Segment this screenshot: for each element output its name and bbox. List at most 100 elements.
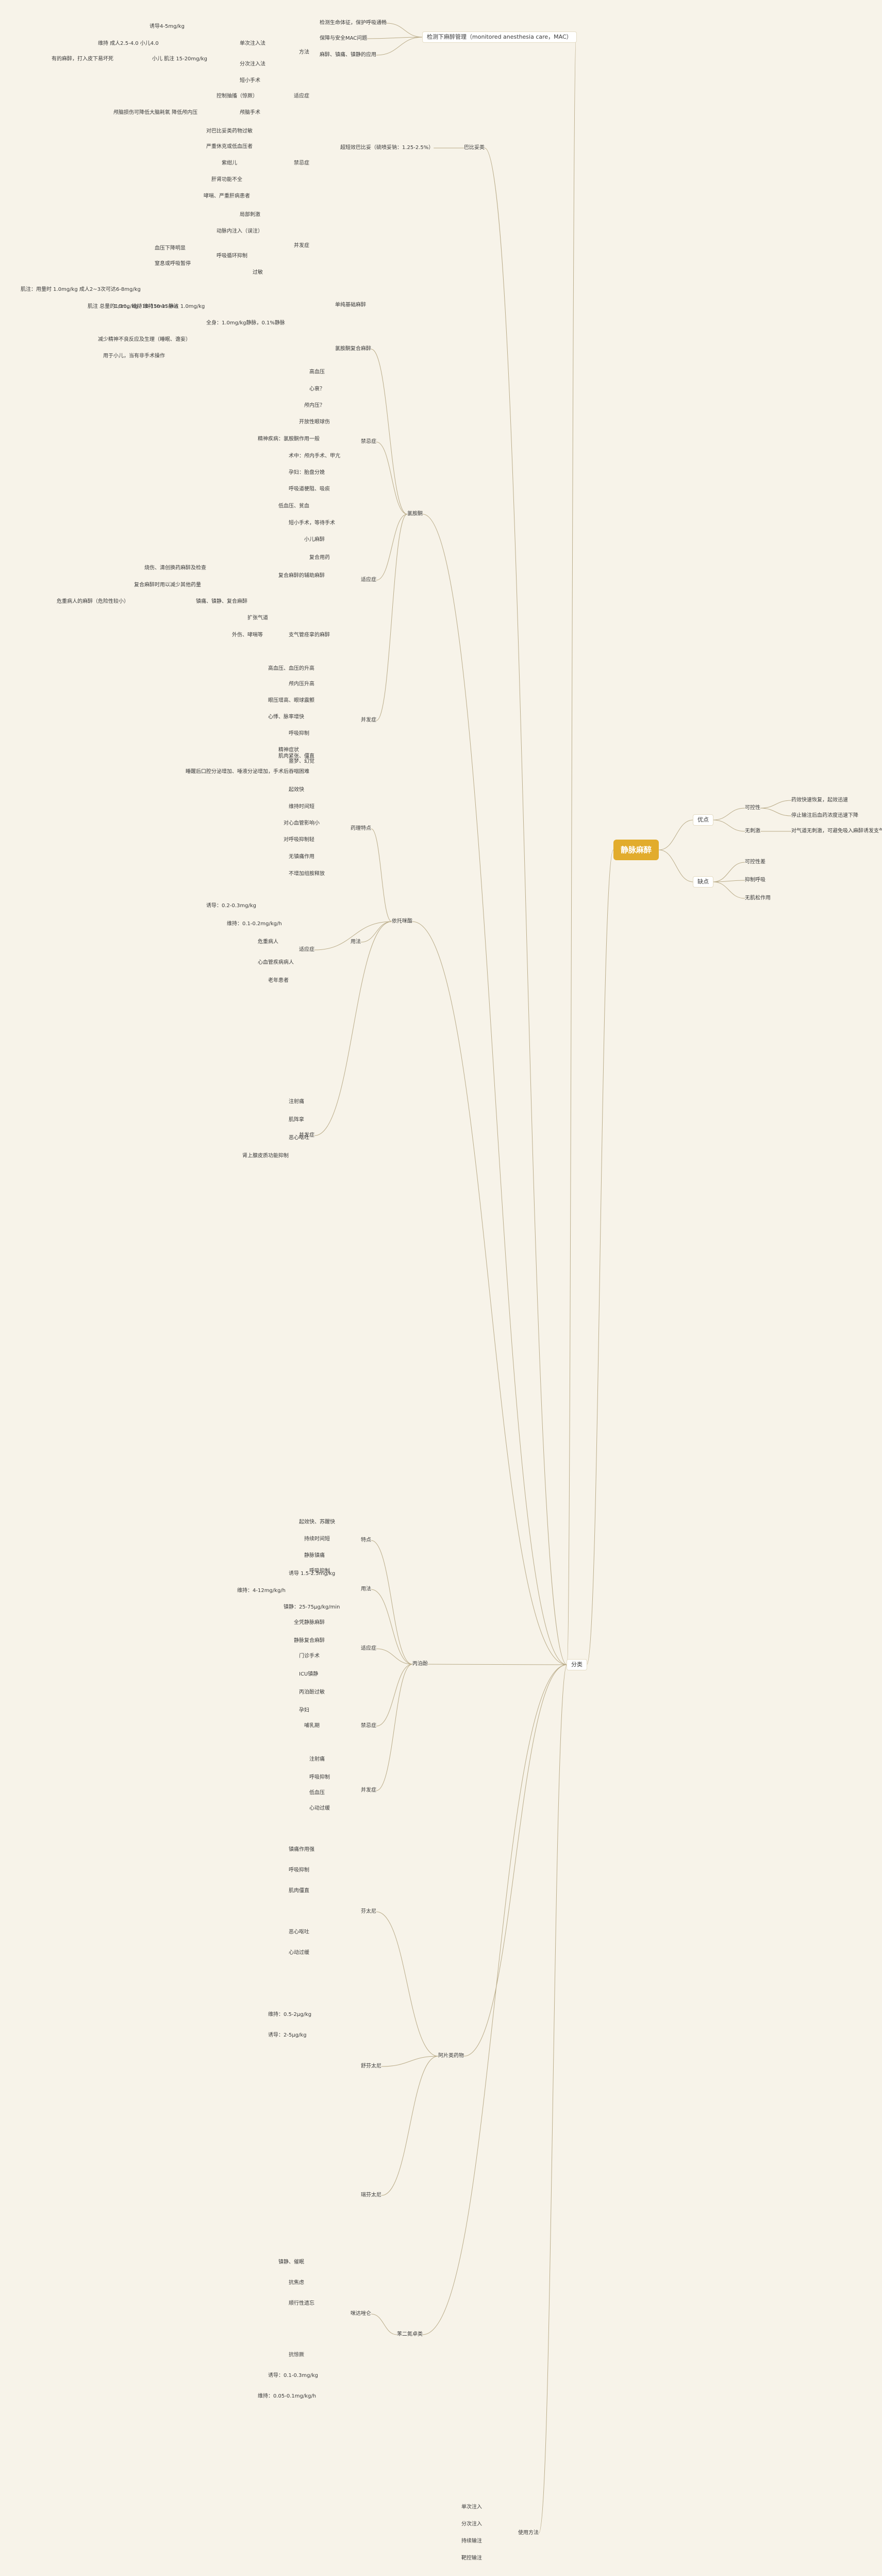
thio-c2[interactable]: 严重休克或低血压者	[206, 144, 253, 150]
ket-ind-item[interactable]: 扩张气道	[247, 615, 268, 621]
thio-p1[interactable]: 局部刺激	[240, 212, 260, 218]
pro-usage-item[interactable]: 诱导 1.5-2.5mg/kg	[289, 1571, 336, 1577]
ketamine-node[interactable]: 氯胺酮	[407, 511, 423, 517]
ket-comp-item[interactable]: 噩梦、幻觉	[289, 759, 314, 764]
ket-contra-item[interactable]: 孕妇：胎盘分娩	[289, 470, 325, 475]
benzo-item[interactable]: 镇静、催眠	[278, 2259, 304, 2265]
opioid-item[interactable]: 肌肉僵直	[289, 1888, 309, 1894]
opioid-item[interactable]: 维持：0.5-2μg/kg	[268, 2012, 312, 2017]
pro-comp-item[interactable]: 低血压	[309, 1790, 325, 1796]
thio-c4[interactable]: 肝肾功能不全	[211, 177, 242, 183]
ketamine-dose[interactable]: 氯胺酮复合麻醉	[335, 346, 371, 352]
pro-prop[interactable]: 持续时间短	[304, 1536, 330, 1542]
ket-comp-item[interactable]: 呼吸抑制	[289, 731, 309, 736]
thio-m4[interactable]: 分次注入法	[240, 61, 265, 67]
pro-props[interactable]: 特点	[361, 1537, 371, 1543]
etomidate-node[interactable]: 依托咪酯	[392, 918, 412, 924]
barb-node[interactable]: 巴比妥类	[464, 145, 485, 151]
thio-ind2[interactable]: 控制抽搐（惊厥）	[217, 93, 258, 99]
propofol-node[interactable]: 丙泊酚	[412, 1661, 428, 1667]
ket-contra-item[interactable]: 开放性眼球伤	[299, 419, 330, 425]
thio-ind1[interactable]: 短小手术	[240, 78, 260, 84]
thio-m1[interactable]: 诱导4-5mg/kg	[149, 24, 185, 29]
thio-ind[interactable]: 适应症	[294, 93, 309, 99]
pro-prop[interactable]: 起效快、苏醒快	[299, 1519, 335, 1525]
ket-ind-item[interactable]: 支气管痉挛的麻醉	[289, 632, 330, 638]
thio-c1[interactable]: 对巴比妥类药物过敏	[206, 128, 253, 134]
thio-c3[interactable]: 紫绀儿	[222, 160, 237, 166]
pro-contra-item[interactable]: 哺乳期	[304, 1723, 320, 1729]
ket-ind-item[interactable]: 外伤、哮喘等	[232, 632, 263, 638]
thio-p4[interactable]: 血压下降明显	[155, 245, 186, 251]
basic-a[interactable]: 肌注：用量时 1.0mg/kg 成人2~3次可达6-8mg/kg	[21, 287, 141, 292]
eto-ind[interactable]: 适应症	[299, 947, 314, 953]
benzo-item[interactable]: 维持：0.05-0.1mg/kg/h	[258, 2393, 317, 2399]
basic-node[interactable]: 单纯基础麻醉	[335, 302, 366, 308]
eto-prop[interactable]: 不增加组胺释放	[289, 871, 325, 877]
opioid-item[interactable]: 呼吸抑制	[289, 1867, 309, 1873]
eto-prop[interactable]: 对呼吸抑制轻	[284, 837, 314, 843]
ket-contra-item[interactable]: 短小手术，等待手术	[289, 520, 335, 526]
ket-ind-item[interactable]: 复合麻醉的辅助麻醉	[278, 573, 325, 579]
pro-contra-item[interactable]: 孕妇	[299, 1708, 309, 1713]
ket-ind-item[interactable]: 复合用药	[309, 555, 330, 561]
pros-a[interactable]: 可控性	[745, 805, 760, 811]
ket-contra-item[interactable]: 术中：颅内手术、甲亢	[289, 453, 340, 459]
usage-item[interactable]: 分次注入	[461, 2521, 482, 2527]
eto-ind-item[interactable]: 心血管疾病病人	[258, 960, 294, 965]
opioid-item[interactable]: 心动过缓	[289, 1950, 309, 1956]
thio-m2[interactable]: 维持 成人2.5-4.0 小儿4.0	[98, 41, 159, 46]
ket-contra-item[interactable]: 低血压、贫血	[278, 503, 309, 509]
usage-item[interactable]: 单次注入	[461, 2504, 482, 2510]
pro-comp-item[interactable]: 注射痛	[309, 1757, 325, 1762]
benzo-item[interactable]: 抗焦虑	[289, 2280, 304, 2286]
thio-ind3[interactable]: 颅脑手术	[240, 110, 260, 116]
thio-p6[interactable]: 过敏	[253, 270, 263, 275]
basic-d[interactable]: 全身：1.0mg/kg静脉，0.1%静脉	[206, 320, 285, 326]
barb-sub[interactable]: 超短效巴比妥（硫喷妥钠：1.25-2.5%）	[340, 145, 434, 151]
pro-comp[interactable]: 并发症	[361, 1787, 376, 1793]
eto-ind-item[interactable]: 老年患者	[268, 978, 289, 983]
eto-comp-item[interactable]: 注射痛	[289, 1099, 304, 1105]
pro-ind-item[interactable]: 门诊手术	[299, 1653, 320, 1659]
thio-method[interactable]: 方法	[299, 50, 309, 55]
thio-p3[interactable]: 呼吸循环抑制	[217, 253, 247, 259]
cons-node[interactable]: 缺点	[693, 877, 713, 887]
benzo-sub[interactable]: 咪达唑仑	[351, 2311, 371, 2317]
thio-m5[interactable]: 小儿 肌注 15-20mg/kg	[152, 56, 208, 62]
ket-ind-item[interactable]: 镇痛、镇静、复合麻醉	[196, 599, 247, 604]
thio-p2[interactable]: 动脉内注入（误注）	[217, 228, 263, 234]
pros-a2[interactable]: 停止输注后血药浓度迅速下降	[791, 813, 858, 818]
pros-b1[interactable]: 对气道无刺激，可避免吸入麻醉诱发支气管痉挛	[791, 828, 882, 834]
ket-comp-item[interactable]: 眼压增高、眼球震颤	[268, 698, 314, 703]
basic-e[interactable]: 减少精神不良反应及生理（睡眠、谵妄）	[98, 337, 191, 342]
opioid-item[interactable]: 诱导：2-5μg/kg	[268, 2032, 307, 2038]
ket-comp-item[interactable]: 肌肉紧张、僵直	[278, 753, 314, 759]
pro-usage-item[interactable]: 维持：4-12mg/kg/h	[237, 1588, 286, 1594]
pro-prop[interactable]: 呼吸抑制	[309, 1568, 330, 1574]
eto-prop[interactable]: 起效快	[289, 787, 304, 793]
eto-comp[interactable]: 并发症	[299, 1133, 314, 1138]
ket-ind-note[interactable]: 烧伤、清创换药麻醉及检查	[144, 565, 206, 571]
classify-node[interactable]: 分类	[567, 1660, 587, 1670]
eto-comp-item[interactable]: 肾上腺皮质功能抑制	[242, 1153, 289, 1159]
ket-contra-item[interactable]: 高血压	[309, 369, 325, 375]
basic-c[interactable]: 肌注 总量的1/10，维持10-15min 静注 1.0mg/kg	[88, 304, 205, 309]
cons-a[interactable]: 可控性差	[745, 859, 765, 865]
eto-comp-item[interactable]: 恶心呕吐	[289, 1135, 309, 1141]
thio-m6[interactable]: 有的麻醉，打入皮下易坏死	[52, 56, 113, 62]
ket-comp-item[interactable]: 精神症状	[278, 747, 299, 753]
thio-comp[interactable]: 并发症	[294, 243, 309, 249]
benzo-item[interactable]: 顺行性遗忘	[289, 2301, 314, 2306]
thio-p5[interactable]: 窒息或呼吸暂停	[155, 261, 191, 267]
usage-item[interactable]: 持续输注	[461, 2538, 482, 2544]
eto-prop[interactable]: 对心血管影响小	[284, 821, 320, 826]
usage-item[interactable]: 靶控输注	[461, 2555, 482, 2561]
pro-contra[interactable]: 禁忌症	[361, 1723, 376, 1729]
opioid-item[interactable]: 恶心呕吐	[289, 1929, 309, 1935]
mac-c[interactable]: 麻醉、镇痛、镇静的应用	[320, 52, 376, 58]
eto-prop[interactable]: 维持时间短	[289, 804, 314, 810]
pro-usage[interactable]: 用法	[361, 1586, 371, 1592]
cons-b[interactable]: 抑制呼吸	[745, 877, 765, 883]
ket-ind-note[interactable]: 危重病人的麻醉（危险性较小）	[57, 599, 129, 604]
